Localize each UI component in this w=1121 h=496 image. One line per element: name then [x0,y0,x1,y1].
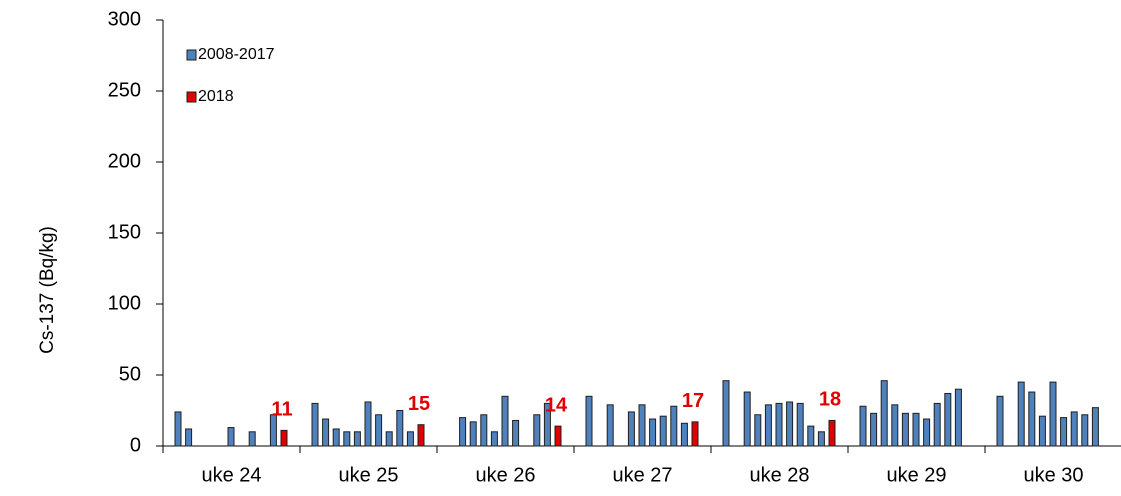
bar [722,380,730,447]
x-tick-label: uke 25 [338,464,398,486]
data-label: 15 [408,393,430,415]
bar [880,380,888,447]
bar [807,425,815,447]
bar [332,428,340,447]
legend-swatch [186,91,197,103]
bar [396,410,404,447]
bar [923,418,931,447]
bar [933,402,941,447]
bar [743,391,751,447]
bar [912,412,920,447]
bar [1091,407,1099,447]
x-tick-label: uke 27 [612,464,672,486]
bar [248,431,256,447]
bar [469,421,477,447]
data-label: 18 [819,389,841,411]
y-axis-label: Cs-137 (Bq/kg) [37,226,58,354]
bar [649,418,657,447]
bar [1070,411,1078,447]
legend-label: 2018 [198,88,234,105]
bar [638,404,646,447]
bar [659,415,667,447]
data-label: 17 [682,390,704,412]
bar [1081,414,1089,447]
y-tick-label: 150 [108,221,141,243]
bar [185,428,193,447]
bar [227,427,235,447]
bar [754,414,762,447]
bar [691,421,699,447]
bar [406,431,414,447]
x-tick-label: uke 28 [749,464,809,486]
legend-swatch [186,49,197,61]
x-tick-label: uke 26 [475,464,535,486]
data-label: 11 [271,399,292,421]
bar [786,401,794,447]
bar [512,419,520,447]
bar [353,431,361,447]
bar [796,402,804,447]
bar [554,425,562,447]
legend-label: 2008-2017 [198,46,275,63]
y-tick-label: 200 [108,150,141,172]
bar [480,414,488,447]
bar [269,414,277,447]
bar [375,414,383,447]
bar [501,395,509,447]
y-tick-label: 0 [130,434,141,456]
bar [859,405,867,447]
bar [901,412,909,447]
bar [174,411,182,447]
y-tick-label: 300 [108,8,141,30]
bar [670,405,678,447]
bar [764,404,772,447]
bar [417,424,425,447]
y-tick-label: 100 [108,292,141,314]
y-tick-label: 50 [119,363,141,385]
data-label: 14 [545,394,568,416]
bar [585,395,593,447]
x-tick-label: uke 24 [201,464,261,486]
bar [817,431,825,447]
x-tick-label: uke 29 [886,464,946,486]
y-tick-label: 250 [108,79,141,101]
bar [828,419,836,447]
bar [364,401,372,447]
bar [891,404,899,447]
bar [490,431,498,447]
bar [1049,381,1057,447]
bar [606,404,614,447]
x-tick-label: uke 30 [1023,464,1083,486]
bar [775,402,783,447]
bar [1038,415,1046,447]
bar [459,417,467,447]
bar [954,388,962,447]
bar [870,412,878,447]
bar [1060,417,1068,447]
bar [533,414,541,447]
bar [1017,381,1025,447]
bar [322,418,330,447]
bar [311,402,319,447]
bar [343,431,351,447]
bar [627,411,635,447]
bar [280,429,288,447]
bar [1028,391,1036,447]
bar [543,402,551,447]
bar [385,431,393,447]
bar [996,395,1004,447]
bar [944,392,952,447]
bar [680,422,688,447]
